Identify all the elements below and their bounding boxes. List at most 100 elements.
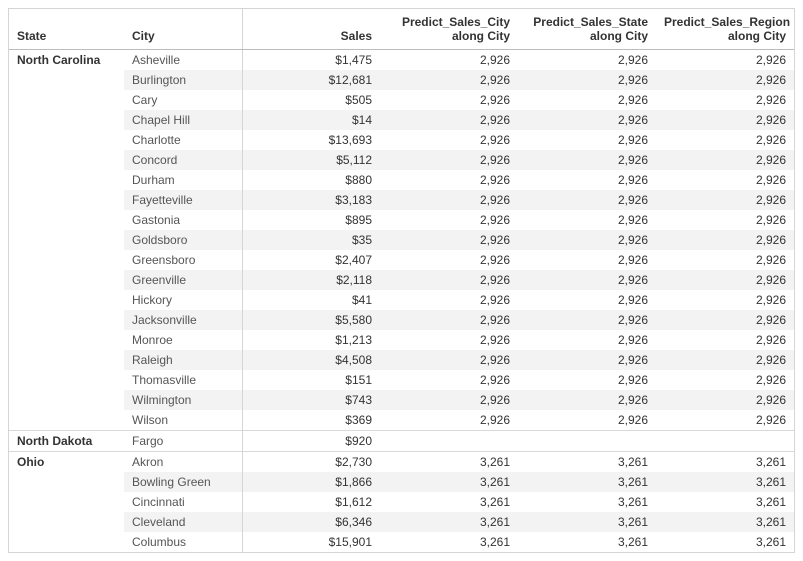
cell-pred-region: 3,261 [656, 472, 794, 492]
table-row[interactable]: Thomasville$1512,9262,9262,926 [9, 370, 794, 390]
table-row[interactable]: Columbus$15,9013,2613,2613,261 [9, 532, 794, 552]
cell-pred-state: 2,926 [518, 90, 656, 110]
cell-pred-state: 2,926 [518, 170, 656, 190]
data-table: State City Sales Predict_Sales_City alon… [9, 9, 794, 552]
table-row[interactable]: Charlotte$13,6932,9262,9262,926 [9, 130, 794, 150]
cell-sales: $895 [242, 210, 380, 230]
cell-pred-region: 2,926 [656, 50, 794, 71]
cell-city: Greenville [124, 270, 242, 290]
cell-state [9, 70, 124, 90]
table-row[interactable]: Gastonia$8952,9262,9262,926 [9, 210, 794, 230]
col-header-pred-city[interactable]: Predict_Sales_City along City [380, 9, 518, 50]
cell-pred-state: 3,261 [518, 492, 656, 512]
cell-pred-state: 2,926 [518, 130, 656, 150]
table-row[interactable]: Goldsboro$352,9262,9262,926 [9, 230, 794, 250]
cell-pred-city: 2,926 [380, 310, 518, 330]
cell-pred-city: 2,926 [380, 370, 518, 390]
cell-pred-state: 2,926 [518, 290, 656, 310]
cell-sales: $6,346 [242, 512, 380, 532]
cell-pred-city: 3,261 [380, 452, 518, 473]
cell-pred-city: 2,926 [380, 410, 518, 431]
cell-pred-city: 2,926 [380, 50, 518, 71]
col-header-pred-state[interactable]: Predict_Sales_State along City [518, 9, 656, 50]
cell-sales: $2,118 [242, 270, 380, 290]
cell-sales: $505 [242, 90, 380, 110]
cell-pred-region: 3,261 [656, 452, 794, 473]
cell-pred-city: 3,261 [380, 512, 518, 532]
cell-state [9, 190, 124, 210]
cell-pred-region: 2,926 [656, 90, 794, 110]
cell-state: North Dakota [9, 431, 124, 452]
cell-pred-state: 2,926 [518, 310, 656, 330]
cell-pred-city: 2,926 [380, 150, 518, 170]
cell-pred-state: 2,926 [518, 410, 656, 431]
cell-state [9, 130, 124, 150]
col-header-pred-region[interactable]: Predict_Sales_Region along City [656, 9, 794, 50]
cell-pred-state: 2,926 [518, 210, 656, 230]
cell-pred-city: 2,926 [380, 70, 518, 90]
cell-city: Bowling Green [124, 472, 242, 492]
cell-pred-state: 2,926 [518, 330, 656, 350]
cell-city: Cleveland [124, 512, 242, 532]
cell-pred-state: 2,926 [518, 390, 656, 410]
cell-state [9, 492, 124, 512]
cell-state [9, 410, 124, 431]
table-row[interactable]: Burlington$12,6812,9262,9262,926 [9, 70, 794, 90]
cell-sales: $4,508 [242, 350, 380, 370]
cell-pred-city: 3,261 [380, 492, 518, 512]
cell-city: Thomasville [124, 370, 242, 390]
cell-pred-region: 2,926 [656, 410, 794, 431]
table-row[interactable]: Hickory$412,9262,9262,926 [9, 290, 794, 310]
cell-sales: $1,866 [242, 472, 380, 492]
cell-pred-state: 3,261 [518, 512, 656, 532]
cell-pred-city: 2,926 [380, 250, 518, 270]
table-row[interactable]: Greenville$2,1182,9262,9262,926 [9, 270, 794, 290]
cell-city: Fayetteville [124, 190, 242, 210]
cell-sales: $5,580 [242, 310, 380, 330]
table-row[interactable]: Greensboro$2,4072,9262,9262,926 [9, 250, 794, 270]
cell-pred-region: 2,926 [656, 110, 794, 130]
cell-state [9, 170, 124, 190]
table-row[interactable]: Jacksonville$5,5802,9262,9262,926 [9, 310, 794, 330]
table-row[interactable]: Durham$8802,9262,9262,926 [9, 170, 794, 190]
cell-sales: $920 [242, 431, 380, 452]
cell-state [9, 150, 124, 170]
table-row[interactable]: North CarolinaAsheville$1,4752,9262,9262… [9, 50, 794, 71]
table-row[interactable]: OhioAkron$2,7303,2613,2613,261 [9, 452, 794, 473]
table-row[interactable]: Fayetteville$3,1832,9262,9262,926 [9, 190, 794, 210]
header-row: State City Sales Predict_Sales_City alon… [9, 9, 794, 50]
cell-sales: $743 [242, 390, 380, 410]
data-table-container: State City Sales Predict_Sales_City alon… [8, 8, 795, 553]
cell-city: Monroe [124, 330, 242, 350]
cell-pred-region: 3,261 [656, 492, 794, 512]
cell-sales: $1,213 [242, 330, 380, 350]
cell-sales: $13,693 [242, 130, 380, 150]
cell-state [9, 310, 124, 330]
table-row[interactable]: Bowling Green$1,8663,2613,2613,261 [9, 472, 794, 492]
cell-pred-state: 2,926 [518, 370, 656, 390]
cell-pred-region: 2,926 [656, 70, 794, 90]
col-header-city[interactable]: City [124, 9, 242, 50]
table-row[interactable]: Chapel Hill$142,9262,9262,926 [9, 110, 794, 130]
table-row[interactable]: Wilmington$7432,9262,9262,926 [9, 390, 794, 410]
cell-pred-city: 2,926 [380, 130, 518, 150]
cell-sales: $15,901 [242, 532, 380, 552]
table-row[interactable]: Cincinnati$1,6123,2613,2613,261 [9, 492, 794, 512]
table-row[interactable]: Cleveland$6,3463,2613,2613,261 [9, 512, 794, 532]
cell-sales: $1,612 [242, 492, 380, 512]
table-row[interactable]: Concord$5,1122,9262,9262,926 [9, 150, 794, 170]
table-row[interactable]: Wilson$3692,9262,9262,926 [9, 410, 794, 431]
cell-pred-city: 2,926 [380, 170, 518, 190]
cell-state [9, 230, 124, 250]
table-row[interactable]: North DakotaFargo$920 [9, 431, 794, 452]
table-row[interactable]: Cary$5052,9262,9262,926 [9, 90, 794, 110]
cell-city: Columbus [124, 532, 242, 552]
col-header-sales[interactable]: Sales [242, 9, 380, 50]
table-row[interactable]: Monroe$1,2132,9262,9262,926 [9, 330, 794, 350]
cell-city: Wilson [124, 410, 242, 431]
cell-pred-city: 2,926 [380, 110, 518, 130]
table-row[interactable]: Raleigh$4,5082,9262,9262,926 [9, 350, 794, 370]
cell-state [9, 350, 124, 370]
cell-sales: $1,475 [242, 50, 380, 71]
col-header-state[interactable]: State [9, 9, 124, 50]
